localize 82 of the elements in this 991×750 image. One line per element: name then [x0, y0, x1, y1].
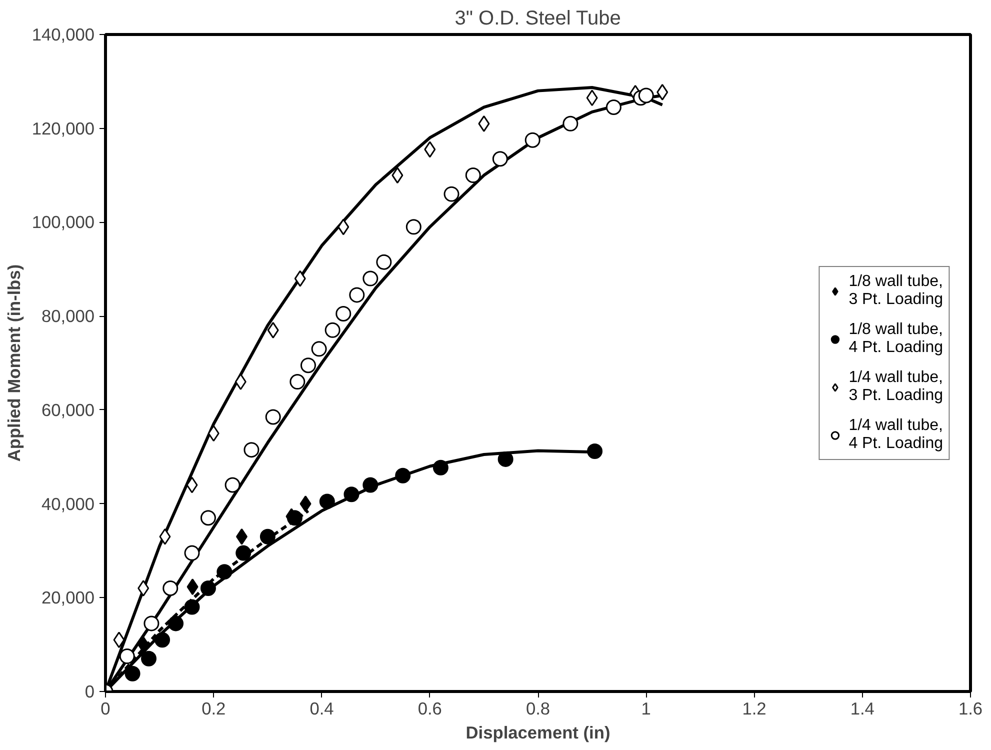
y-tick-label: 60,000 [42, 400, 94, 420]
point [498, 451, 514, 467]
point [119, 648, 135, 664]
x-tick-label: 0.2 [202, 698, 226, 718]
point [638, 88, 654, 104]
point [138, 580, 150, 597]
point [224, 477, 240, 493]
y-tick-label: 140,000 [32, 24, 95, 44]
point [406, 219, 422, 235]
point [492, 151, 508, 167]
x-tick-label: 1.2 [742, 698, 766, 718]
point [344, 486, 360, 502]
point [184, 545, 200, 561]
y-tick-label: 120,000 [32, 118, 95, 138]
x-tick-label: 0.6 [418, 698, 442, 718]
point [300, 358, 316, 374]
point [286, 510, 302, 526]
point [300, 496, 312, 512]
point [392, 167, 404, 184]
point [216, 564, 232, 580]
x-tick-label: 1.6 [958, 698, 983, 718]
point [349, 287, 365, 303]
point [336, 306, 352, 322]
x-tick-label: 1 [641, 698, 651, 718]
point [124, 666, 140, 682]
legend-label: 1/4 wall tube, 3 Pt. Loading [848, 368, 943, 404]
point [424, 141, 436, 158]
point [294, 270, 306, 287]
point [234, 374, 246, 390]
point [265, 409, 281, 425]
chart-title: 3" O.D. Steel Tube [454, 8, 621, 30]
point [200, 510, 216, 526]
point [186, 578, 198, 596]
legend-label: 1/4 wall tube, 4 Pt. Loading [848, 416, 943, 452]
point [606, 100, 622, 115]
x-axis-title: Displacement (in) [466, 722, 610, 742]
point [141, 650, 156, 666]
point [362, 270, 378, 286]
point [432, 460, 448, 476]
point [587, 443, 603, 459]
point [444, 186, 460, 202]
point [319, 494, 335, 510]
point [200, 580, 216, 596]
point [362, 477, 378, 493]
legend-label: 1/8 wall tube, 4 Pt. Loading [848, 320, 943, 356]
x-tick-label: 0.4 [310, 698, 334, 718]
point [186, 476, 198, 494]
y-tick-label: 80,000 [42, 306, 94, 326]
y-axis-title: Applied Moment (in-lbs) [4, 264, 24, 462]
point [586, 90, 598, 106]
point [311, 341, 327, 357]
point [154, 632, 170, 648]
point [524, 132, 540, 148]
point [144, 616, 160, 632]
point [376, 254, 392, 270]
point [168, 616, 184, 632]
point [260, 528, 276, 544]
legend-label: 1/8 wall tube, 3 Pt. Loading [848, 272, 943, 308]
point [324, 322, 340, 338]
point [290, 374, 306, 390]
y-tick-label: 40,000 [42, 494, 94, 514]
point [244, 442, 260, 458]
x-tick-label: 1.4 [850, 698, 875, 718]
point [162, 580, 178, 596]
point [267, 322, 279, 338]
point [236, 528, 248, 545]
point [184, 599, 200, 615]
point [562, 116, 578, 132]
y-tick-label: 20,000 [42, 588, 94, 608]
x-tick-label: 0.8 [526, 698, 550, 718]
y-tick-label: 0 [84, 682, 95, 702]
y-tick-label: 100,000 [32, 212, 95, 232]
point [113, 632, 125, 648]
point [478, 115, 490, 132]
point [159, 528, 171, 545]
point [395, 468, 411, 484]
point [236, 545, 252, 561]
point [656, 84, 668, 100]
point [338, 218, 350, 236]
point [208, 425, 220, 442]
point [465, 168, 481, 184]
x-tick-label: 0 [100, 698, 110, 718]
